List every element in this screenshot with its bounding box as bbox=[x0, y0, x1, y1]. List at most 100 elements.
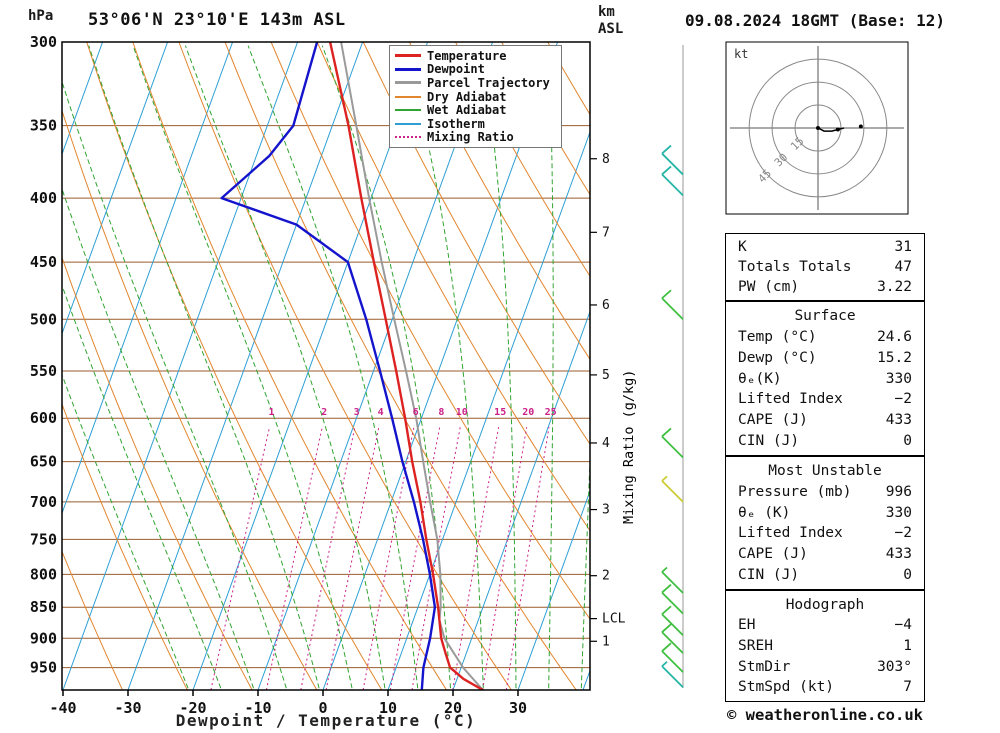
wind-barb-el bbox=[661, 665, 684, 688]
legend-swatch bbox=[395, 54, 421, 58]
wind-barb-el bbox=[661, 642, 672, 652]
dry-adiabats bbox=[62, 42, 590, 690]
temperature-tick-labels-el: -20 bbox=[179, 699, 206, 717]
wet-adiabats-el bbox=[88, 45, 320, 689]
wet-adiabats-el bbox=[547, 45, 554, 689]
isotherms-el bbox=[192, 42, 429, 690]
legend-swatch bbox=[395, 67, 421, 71]
wind-barb-el bbox=[661, 435, 684, 459]
wet-adiabats-el bbox=[62, 187, 254, 689]
wet-adiabats-el bbox=[62, 283, 222, 689]
mixing-ratio-value-labels-el: 4 bbox=[378, 407, 384, 418]
wind-barb-el bbox=[661, 650, 684, 673]
pressure-gridlines bbox=[62, 42, 590, 669]
isotherms-el bbox=[322, 42, 559, 690]
wind-barb bbox=[661, 427, 684, 459]
mixing-ratio-value-labels-el: 25 bbox=[545, 407, 557, 418]
mixing-ratio-lines-el bbox=[482, 427, 528, 690]
wind-barb-el bbox=[661, 566, 668, 573]
temperature-tick-labels-el: 20 bbox=[444, 699, 462, 717]
hodograph-unit: kt bbox=[734, 47, 748, 61]
legend-item-dewpoint: Dewpoint bbox=[395, 62, 556, 76]
temperature-tick-labels-el: 10 bbox=[379, 699, 397, 717]
mixing-ratio-value-labels-el: 15 bbox=[494, 407, 506, 418]
dry-adiabats-el bbox=[362, 42, 590, 446]
wind-barb-el bbox=[661, 144, 672, 155]
wind-barb bbox=[661, 623, 684, 654]
pressure-axis-unit: hPa bbox=[28, 8, 54, 24]
wet-adiabats-el bbox=[62, 373, 189, 689]
wet-adiabats-el bbox=[184, 45, 386, 689]
isotherms bbox=[62, 42, 590, 690]
dry-adiabats-el bbox=[316, 42, 590, 532]
wind-barb-el bbox=[661, 480, 684, 503]
legend-swatch bbox=[395, 81, 421, 85]
pressure-tick-labels-el: 300 bbox=[30, 33, 57, 51]
mixing-ratio-value-labels-el: 10 bbox=[456, 407, 468, 418]
temperature-curve-el bbox=[328, 42, 485, 690]
hodograph-point bbox=[858, 124, 863, 129]
parcel-curve bbox=[340, 42, 484, 690]
temperature-tick-labels-el: -30 bbox=[114, 699, 141, 717]
hodograph-point bbox=[835, 127, 840, 132]
pressure-tick-labels-el: 700 bbox=[30, 493, 57, 511]
legend-swatch bbox=[395, 136, 421, 139]
isotherms-el bbox=[452, 310, 590, 690]
wind-barb bbox=[661, 605, 684, 636]
temperature-curve bbox=[328, 42, 485, 690]
legend-swatch bbox=[395, 95, 421, 98]
temperature-tick-labels: -40 -30 -20 -10 0 10 20 30 bbox=[49, 690, 527, 717]
pressure-tick-labels-el: 500 bbox=[30, 310, 57, 328]
km-axis-el: 3 bbox=[602, 503, 610, 518]
legend-swatch bbox=[395, 109, 421, 112]
mixing-ratio-lines-el bbox=[265, 427, 323, 690]
pressure-tick-labels-el: 350 bbox=[30, 117, 57, 135]
isotherms-el bbox=[127, 42, 364, 690]
parcel-curve-el bbox=[340, 42, 484, 690]
dry-adiabats-el bbox=[455, 42, 590, 278]
wind-barb-el bbox=[661, 571, 684, 594]
wind-barb-column bbox=[661, 45, 684, 688]
legend-label: Isotherm bbox=[427, 116, 485, 131]
dry-adiabats-el bbox=[86, 42, 383, 690]
wet-adiabats-el bbox=[481, 45, 517, 689]
dry-adiabats-el bbox=[224, 42, 577, 690]
isotherms-el bbox=[62, 42, 234, 515]
legend-label: Temperature bbox=[427, 48, 507, 63]
legend-item-mixing-ratio: Mixing Ratio bbox=[395, 130, 556, 145]
dewpoint-curve bbox=[220, 42, 437, 690]
wind-barb-el bbox=[661, 427, 672, 438]
km-axis-el: 4 bbox=[602, 436, 610, 451]
legend-label: Mixing Ratio bbox=[427, 130, 514, 145]
legend-item-dry-adiabat: Dry Adiabat bbox=[395, 90, 556, 104]
mixing-ratio-lines-el bbox=[411, 427, 461, 690]
legend-label: Wet Adiabat bbox=[427, 103, 507, 118]
dry-adiabats-el bbox=[62, 256, 253, 690]
wet-adiabats-el bbox=[403, 45, 484, 689]
chart-frame bbox=[61, 41, 591, 691]
km-axis-el: 5 bbox=[602, 368, 610, 383]
pressure-tick-labels-el: 950 bbox=[30, 659, 57, 677]
dry-adiabats-el bbox=[408, 42, 590, 361]
pressure-tick-labels-el: 800 bbox=[30, 565, 57, 583]
mixing-ratio-lines-el bbox=[325, 427, 380, 690]
legend-item-wet-adiabat: Wet Adiabat bbox=[395, 103, 556, 117]
wet-adiabats-el bbox=[247, 45, 419, 689]
dry-adiabats-el bbox=[62, 109, 318, 690]
hodograph-trace bbox=[817, 127, 845, 132]
isotherms-el bbox=[62, 42, 104, 156]
temperature-tick-labels-el: 0 bbox=[318, 699, 327, 717]
station-title: 53°06'N 23°10'E 143m ASL bbox=[88, 10, 346, 30]
wind-barb bbox=[661, 165, 684, 197]
legend-label: Dry Adiabat bbox=[427, 89, 507, 104]
mixing-ratio-axis-label: Mixing Ratio (g/kg) bbox=[621, 369, 637, 524]
wet-adiabats-el bbox=[132, 45, 353, 689]
copyright-link[interactable]: © weatheronline.co.uk bbox=[727, 706, 923, 724]
isotherms-el bbox=[517, 489, 590, 690]
dry-adiabats-el bbox=[132, 42, 448, 690]
wind-barb bbox=[661, 289, 684, 320]
dry-adiabats-el bbox=[270, 42, 590, 620]
